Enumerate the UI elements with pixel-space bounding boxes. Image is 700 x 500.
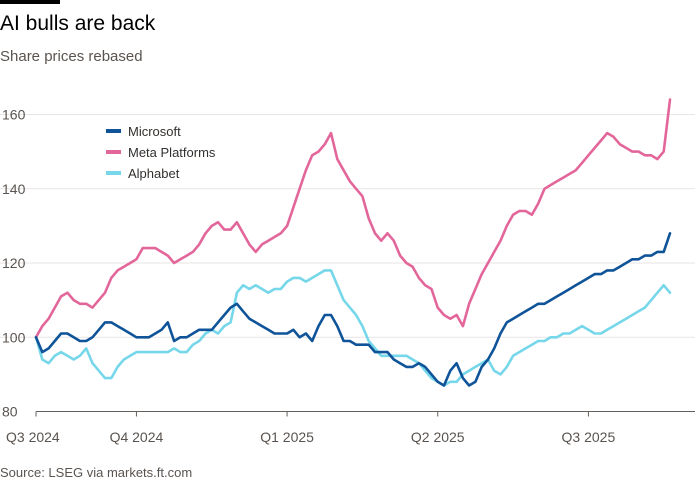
y-gridlines [0, 114, 695, 338]
y-tick-label: 120 [2, 255, 26, 271]
meta-platforms-line [34, 98, 672, 339]
x-tick-label: Q1 2025 [260, 429, 314, 445]
legend: Microsoft Meta Platforms Alphabet [106, 124, 216, 181]
y-tick-label: 80 [2, 404, 18, 420]
legend-label-microsoft: Microsoft [128, 124, 181, 139]
legend-label-alphabet: Alphabet [128, 166, 180, 181]
series-lines [34, 98, 672, 387]
x-tick-label: Q4 2024 [110, 429, 164, 445]
source-note: Source: LSEG via markets.ft.com [0, 465, 193, 480]
legend-label-meta-platforms: Meta Platforms [128, 145, 216, 160]
alphabet-line [34, 269, 672, 387]
title-rule [0, 0, 60, 4]
x-tick-label: Q3 2024 [6, 429, 60, 445]
y-tick-label: 160 [2, 107, 26, 123]
chart-subtitle: Share prices rebased [0, 48, 143, 65]
y-tick-label: 140 [2, 181, 26, 197]
x-axis: Q3 2024 Q4 2024 Q1 2025 Q2 2025 Q3 2025 [6, 411, 695, 445]
microsoft-line [34, 232, 672, 387]
y-tick-label: 100 [2, 329, 26, 345]
y-axis-ticks: 80 100 120 140 160 [2, 107, 26, 420]
chart-title: AI bulls are back [0, 12, 156, 35]
x-tick-label: Q3 2025 [562, 429, 616, 445]
x-tick-label: Q2 2025 [411, 429, 465, 445]
